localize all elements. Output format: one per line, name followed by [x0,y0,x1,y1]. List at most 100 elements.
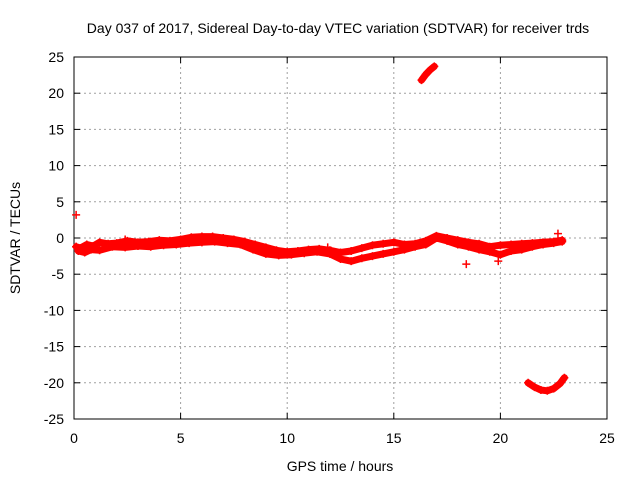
axis-ticks [73,56,608,420]
data-point [223,239,232,248]
y-tick-label: 10 [48,158,64,174]
data-point [274,251,283,260]
data-point [325,249,334,258]
data-point [133,241,142,250]
data-point [185,239,194,248]
data-point [261,249,270,258]
data-point [313,247,322,256]
data-point [549,239,558,248]
x-axis-tick-labels: 0 5 10 15 20 25 [70,430,615,446]
data-point [389,238,398,247]
data-point [530,383,539,392]
data-point [524,378,533,387]
series-lower-arc [524,373,569,395]
data-point [108,242,117,251]
y-tick-label: 0 [56,230,64,246]
data-point [368,252,377,261]
series-upper-arc [417,62,439,85]
y-axis-label: SDTVAR / TECUs [7,182,23,294]
data-point [121,243,130,252]
x-tick-label: 10 [279,430,295,446]
data-point [430,62,439,71]
data-point [417,76,426,85]
data-series [72,62,569,395]
data-point [72,210,81,219]
x-tick-label: 25 [599,430,615,446]
x-tick-label: 0 [70,430,78,446]
data-point [197,238,206,247]
data-point [426,66,435,75]
data-point [357,244,366,253]
y-tick-label: -15 [44,339,64,355]
y-tick-label: 15 [48,121,64,137]
data-point [336,254,345,263]
data-point [411,242,420,251]
x-tick-label: 5 [177,430,185,446]
data-point [400,245,409,254]
y-tick-label: -20 [44,375,64,391]
data-point [475,245,484,254]
data-point [82,240,91,249]
series-main-track-lower [74,234,567,266]
data-point [146,242,155,251]
data-point [121,235,130,244]
data-point [72,242,81,251]
y-tick-label: -25 [44,411,64,427]
data-point [172,240,181,249]
data-point [443,236,452,245]
data-point [95,238,104,247]
data-point [249,245,258,254]
x-tick-label: 15 [386,430,402,446]
data-point [464,242,473,251]
data-point [558,237,567,246]
data-point [80,248,89,257]
data-point [210,237,219,246]
y-tick-label: 5 [56,194,64,210]
data-point [432,234,441,242]
data-point [236,240,245,249]
data-point [379,249,388,258]
data-point [453,240,462,249]
data-point [159,241,168,250]
x-tick-label: 20 [493,430,509,446]
data-point [553,229,562,238]
series-isolated-points [72,210,562,269]
data-point [517,245,526,254]
data-point [560,373,569,382]
data-point [496,250,505,259]
data-point [485,247,494,256]
data-point [74,247,83,256]
data-point [543,386,552,395]
data-point [528,242,537,251]
data-point [462,260,471,269]
y-tick-label: -10 [44,302,64,318]
data-point [421,70,430,79]
data-point [556,379,565,388]
data-point [368,241,377,250]
data-point [389,247,398,256]
data-point [87,245,96,254]
data-point [379,239,388,248]
data-point [95,246,104,255]
data-point [494,257,503,266]
data-point [347,257,356,266]
data-point [323,243,332,252]
data-point [507,247,516,256]
y-axis-tick-labels: -25 -20 -15 -10 -5 0 5 10 15 20 25 [44,49,64,427]
data-point [347,247,356,256]
data-point [287,250,296,259]
data-point [496,241,505,250]
data-point [300,249,309,258]
chart-title: Day 037 of 2017, Sidereal Day-to-day VTE… [87,20,589,36]
data-point [539,240,548,249]
series-band [418,62,438,84]
grid [74,57,607,419]
data-point [357,254,366,263]
y-tick-label: 20 [48,85,64,101]
y-tick-label: 25 [48,49,64,65]
data-point [421,240,430,249]
x-axis-label: GPS time / hours [287,458,394,474]
data-point [549,384,558,393]
y-tick-label: -5 [52,266,65,282]
